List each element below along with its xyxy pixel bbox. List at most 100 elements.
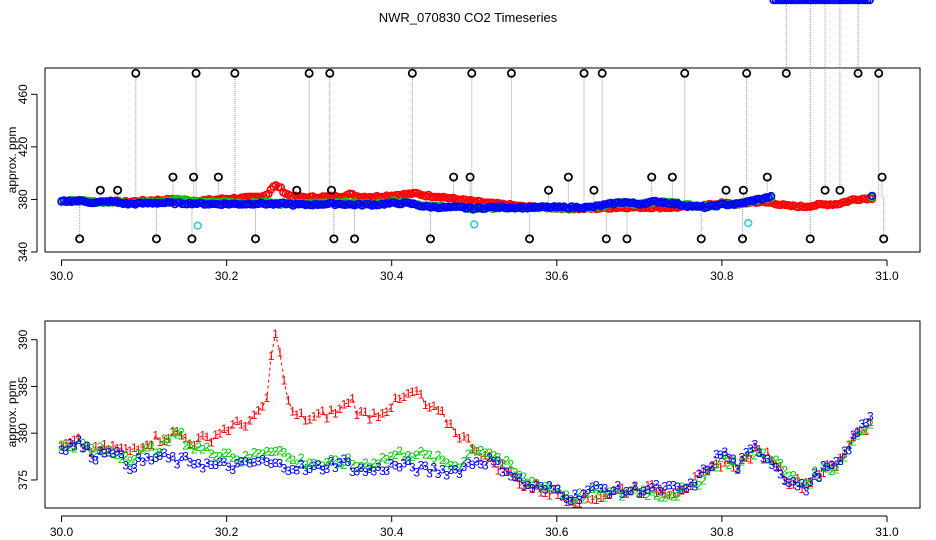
bottom-series-2-marker: 2 [632,483,639,497]
bottom-series-1-marker: 1 [255,403,262,417]
bottom-series-1-marker: 1 [525,478,532,492]
bottom-series-2-marker: 2 [585,487,592,501]
bottom-series-3-marker: 3 [632,479,639,493]
bottom-series-3-marker: 3 [572,487,579,501]
bottom-series-1-marker: 1 [311,409,318,423]
bottom-series-2-marker: 2 [537,482,544,496]
bottom-series-3-marker: 3 [811,466,818,480]
bottom-series-2-marker: 2 [850,435,857,449]
bottom-series-2-marker: 2 [332,453,339,467]
bottom-series-1-marker: 1 [580,487,587,501]
bottom-series-3-marker: 3 [187,455,194,469]
bottom-y-tick-label: 390 [16,329,30,349]
bottom-series-3-marker: 3 [550,483,557,497]
top-outlier-point [465,172,475,182]
bottom-series-2-marker: 2 [679,480,686,494]
top-outlier-point [506,68,516,78]
bottom-series-1-marker: 1 [221,422,228,436]
bottom-series-2-marker: 2 [169,425,176,439]
bottom-series-3-marker: 3 [820,459,827,473]
bottom-x-tick-label: 30.8 [710,525,734,539]
bottom-series-1-marker: 1 [756,442,763,456]
bottom-series-3-marker: 3 [533,479,540,493]
bottom-series-3-marker: 3 [383,464,390,478]
bottom-series-1-marker: 1 [118,441,125,455]
top-point-series-3 [828,0,837,5]
bottom-series-2-marker: 2 [264,445,271,459]
bottom-series-3-marker: 3 [302,464,309,478]
bottom-series-2-marker: 2 [448,458,455,472]
bottom-series-3-marker: 3 [816,471,823,485]
bottom-series-2-marker: 2 [272,444,279,458]
bottom-y-tick-label: 380 [16,423,30,443]
bottom-series-3-marker: 3 [199,461,206,475]
bottom-series-3-marker: 3 [576,493,583,507]
bottom-series-1-marker: 1 [555,488,562,502]
bottom-series-1-marker: 1 [841,447,848,461]
bottom-series-1-marker: 1 [460,429,467,443]
top-point-series-3 [789,0,798,5]
bottom-series-2-marker: 2 [88,441,95,455]
bottom-series-1-marker: 1 [499,457,506,471]
bottom-series-1-marker: 1 [131,441,138,455]
bottom-series-3-marker: 3 [460,460,467,474]
bottom-series-1-marker: 1 [319,404,326,418]
bottom-series-2-marker: 2 [807,478,814,492]
top-outlier-point [601,234,611,244]
bottom-series-3-marker: 3 [721,445,728,459]
bottom-series-2-marker: 2 [127,454,134,468]
bottom-series-1-marker: 1 [597,491,604,505]
bottom-series-1-marker: 1 [259,400,266,414]
bottom-series-3-marker: 3 [858,417,865,431]
bottom-series-3-marker: 3 [563,492,570,506]
bottom-series-2-marker: 2 [786,469,793,483]
bottom-series-2-marker: 2 [225,446,232,460]
bottom-series-1-marker: 1 [148,438,155,452]
bottom-series-1-marker: 1 [730,461,737,475]
bottom-series-3-marker: 3 [824,460,831,474]
bottom-series-2-marker: 2 [687,476,694,490]
top-outlier-point [304,68,314,78]
bottom-x-tick-label: 30.6 [545,525,569,539]
bottom-series-3-marker: 3 [636,487,643,501]
bottom-series-2-marker: 2 [276,443,283,457]
bottom-series-2-marker: 2 [640,483,647,497]
bottom-series-3-marker: 3 [345,455,352,469]
bottom-series-1-marker: 1 [794,471,801,485]
bottom-series-1-marker: 1 [726,453,733,467]
bottom-series-2-marker: 2 [191,442,198,456]
bottom-series-2-marker: 2 [148,440,155,454]
top-outlier-point [738,234,748,244]
bottom-series-2-marker: 2 [756,445,763,459]
bottom-series-1-marker: 1 [353,408,360,422]
bottom-series-3-marker: 3 [298,458,305,472]
bottom-series-3-marker: 3 [135,451,142,465]
bottom-series-2-marker: 2 [139,442,146,456]
bottom-series-1-marker: 1 [850,430,857,444]
bottom-series-2-marker: 2 [773,453,780,467]
bottom-series-1-marker: 1 [92,440,99,454]
bottom-series-1-marker: 1 [448,417,455,431]
bottom-series-2-marker: 2 [602,491,609,505]
bottom-series-3-marker: 3 [495,454,502,468]
bottom-series-1-marker: 1 [507,464,514,478]
bottom-series-2-marker: 2 [182,439,189,453]
bottom-series-1-marker: 1 [204,430,211,444]
bottom-series-3-marker: 3 [413,466,420,480]
bottom-marks: 1111111111111111111111111111111111111111… [58,327,874,510]
bottom-series-2-marker: 2 [157,445,164,459]
bottom-series-3-marker: 3 [148,454,155,468]
bottom-series-1-marker: 1 [238,418,245,432]
bottom-series-2-marker: 2 [345,451,352,465]
bottom-series-3-marker: 3 [118,447,125,461]
bottom-series-2-marker: 2 [623,487,630,501]
bottom-series-1-marker: 1 [84,439,91,453]
bottom-series-1-marker: 1 [473,444,480,458]
bottom-series-2-marker: 2 [396,444,403,458]
bottom-series-3-marker: 3 [507,470,514,484]
bottom-series-3-marker: 3 [375,460,382,474]
bottom-series-1-marker: 1 [251,408,258,422]
bottom-series-3-marker: 3 [144,450,151,464]
bottom-series-3-marker: 3 [602,482,609,496]
bottom-series-1-marker: 1 [281,374,288,388]
